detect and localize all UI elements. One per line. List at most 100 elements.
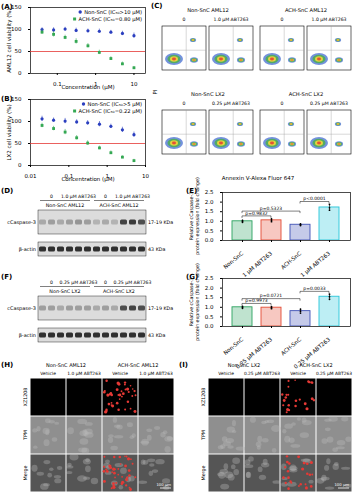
svg-text:Merge: Merge [23, 465, 28, 480]
svg-text:Non-SnC AML12: Non-SnC AML12 [46, 362, 86, 368]
svg-text:(I): (I) [179, 361, 188, 369]
svg-text:Concentration (μM): Concentration (μM) [61, 176, 114, 183]
svg-text:TPM: TPM [201, 430, 206, 441]
svg-text:p=0.9832: p=0.9832 [245, 211, 268, 216]
svg-text:0: 0 [183, 17, 186, 22]
svg-text:ACH-SnC AML12: ACH-SnC AML12 [285, 7, 327, 13]
svg-text:0.01: 0.01 [24, 173, 36, 179]
svg-text:Vehicle: Vehicle [40, 371, 56, 376]
svg-text:AML12 cell viability (%): AML12 cell viability (%) [6, 8, 13, 72]
svg-text:100 μm: 100 μm [156, 482, 171, 487]
svg-text:0.25 μM ABT263: 0.25 μM ABT263 [293, 336, 333, 371]
svg-text:43 KDa: 43 KDa [148, 247, 165, 252]
svg-text:ACH-SnC AML12: ACH-SnC AML12 [99, 203, 138, 208]
svg-text:1.0: 1.0 [205, 304, 214, 310]
svg-text:(D): (D) [1, 187, 13, 195]
svg-text:Relative cCaspase-3: Relative cCaspase-3 [189, 192, 194, 241]
svg-text:2.0: 2.0 [205, 285, 214, 291]
svg-text:0: 0 [183, 101, 186, 106]
svg-text:0: 0 [18, 162, 22, 168]
svg-text:ACH-SnC LX2: ACH-SnC LX2 [103, 289, 135, 294]
svg-text:Vehicle: Vehicle [112, 371, 128, 376]
svg-text:0: 0 [50, 280, 53, 285]
svg-text:0: 0 [18, 70, 22, 76]
svg-text:17-19 KDa: 17-19 KDa [148, 306, 173, 311]
svg-text:Merge: Merge [201, 465, 206, 480]
svg-text:1 μM ABT263: 1 μM ABT263 [241, 250, 274, 279]
svg-text:β-actin: β-actin [19, 332, 36, 339]
svg-text:100: 100 [11, 26, 22, 32]
svg-text:0: 0 [281, 101, 284, 106]
svg-text:0.25 μM ABT263: 0.25 μM ABT263 [114, 280, 152, 285]
svg-text:ACH-SnC: ACH-SnC [280, 250, 303, 270]
svg-text:Non-SnC LX2: Non-SnC LX2 [49, 289, 80, 294]
svg-text:100 μm: 100 μm [334, 482, 349, 487]
svg-text:0.0: 0.0 [205, 323, 214, 329]
svg-text:0.25 μM ABT263: 0.25 μM ABT263 [235, 336, 275, 371]
svg-text:Vehicle: Vehicle [290, 371, 306, 376]
svg-text:cCaspase-3: cCaspase-3 [7, 219, 36, 226]
svg-text:2.5: 2.5 [205, 189, 214, 195]
svg-text:0.1: 0.1 [53, 81, 62, 87]
svg-text:50: 50 [15, 140, 22, 146]
svg-text:0.25 μM ABT263: 0.25 μM ABT263 [60, 280, 98, 285]
svg-text:protein expression (fold chang: protein expression (fold change) [195, 263, 200, 341]
svg-text:ACH-SnC (IC₅₀=0.22 μM): ACH-SnC (IC₅₀=0.22 μM) [79, 108, 142, 115]
svg-text:0.5: 0.5 [205, 228, 214, 234]
svg-text:1.0 μM ABT263: 1.0 μM ABT263 [214, 17, 249, 22]
svg-text:50: 50 [15, 48, 22, 54]
svg-text:10: 10 [142, 173, 149, 179]
svg-text:Non-SnC AML12: Non-SnC AML12 [46, 203, 84, 208]
svg-text:Annexin V-Alexa Fluor 647: Annexin V-Alexa Fluor 647 [222, 175, 295, 181]
svg-text:10: 10 [130, 81, 137, 87]
svg-text:p=0.5323: p=0.5323 [260, 206, 283, 211]
svg-text:Vehicle: Vehicle [218, 371, 234, 376]
svg-text:β-actin: β-actin [19, 246, 36, 253]
svg-text:0: 0 [104, 194, 107, 199]
svg-text:ACH-SnC LX2: ACH-SnC LX2 [289, 91, 323, 97]
svg-text:0: 0 [281, 17, 284, 22]
svg-text:TPM: TPM [23, 430, 28, 441]
svg-text:Non-SnC AML12: Non-SnC AML12 [187, 7, 229, 13]
svg-text:1.0: 1.0 [205, 218, 214, 224]
svg-text:150: 150 [11, 96, 22, 102]
svg-text:p=0.9973: p=0.9973 [245, 298, 268, 303]
svg-text:1.5: 1.5 [205, 294, 214, 300]
svg-text:1.0 μM ABT263: 1.0 μM ABT263 [61, 194, 96, 199]
svg-text:cCaspase-3: cCaspase-3 [7, 305, 36, 312]
svg-text:p=0.0721: p=0.0721 [260, 293, 283, 298]
svg-text:0.25 μM ABT263: 0.25 μM ABT263 [310, 101, 348, 106]
svg-text:Non-SnC: Non-SnC [222, 336, 244, 356]
svg-text:0.25 μM ABT263: 0.25 μM ABT263 [316, 371, 352, 376]
svg-text:0.25 μM ABT263: 0.25 μM ABT263 [212, 101, 250, 106]
svg-text:XZ1208: XZ1208 [201, 388, 206, 407]
svg-text:17-19 KDa: 17-19 KDa [148, 220, 173, 225]
svg-text:1.0 μM ABT263: 1.0 μM ABT263 [139, 371, 173, 376]
svg-text:Non-SnC (IC₅₀>10 μM): Non-SnC (IC₅₀>10 μM) [84, 9, 142, 16]
svg-text:Concentration (μM): Concentration (μM) [61, 84, 114, 91]
svg-text:Relative cCaspase-3: Relative cCaspase-3 [189, 278, 194, 327]
svg-text:protein expression (fold chang: protein expression (fold change) [195, 177, 200, 255]
svg-text:Non-SnC (IC₅₀>5 μM): Non-SnC (IC₅₀>5 μM) [88, 101, 143, 108]
svg-text:Non-SnC LX2: Non-SnC LX2 [191, 91, 225, 97]
svg-text:ACH-SnC (IC₅₀=0.80 μM): ACH-SnC (IC₅₀=0.80 μM) [79, 16, 142, 23]
svg-text:ACH-SnC: ACH-SnC [280, 336, 303, 356]
svg-text:1.0 μM ABT263: 1.0 μM ABT263 [312, 17, 347, 22]
svg-text:(H): (H) [1, 361, 13, 369]
svg-text:PI: PI [152, 89, 158, 94]
svg-text:0.25 μM ABT263: 0.25 μM ABT263 [244, 371, 280, 376]
svg-text:ACH-SnC AML12: ACH-SnC AML12 [118, 362, 159, 368]
svg-text:1.5: 1.5 [205, 208, 214, 214]
svg-text:(C): (C) [151, 2, 163, 10]
svg-text:0: 0 [104, 280, 107, 285]
svg-text:0.5: 0.5 [205, 314, 214, 320]
svg-text:2.0: 2.0 [205, 199, 214, 205]
svg-text:150: 150 [11, 4, 22, 10]
svg-text:LX2 cell viability (%): LX2 cell viability (%) [6, 104, 13, 160]
svg-text:43 KDa: 43 KDa [148, 333, 165, 338]
svg-text:Non-SnC: Non-SnC [222, 250, 244, 270]
svg-text:p<0.0001: p<0.0001 [303, 196, 326, 201]
svg-text:0: 0 [50, 194, 53, 199]
svg-text:2.5: 2.5 [205, 275, 214, 281]
svg-text:100: 100 [11, 118, 22, 124]
